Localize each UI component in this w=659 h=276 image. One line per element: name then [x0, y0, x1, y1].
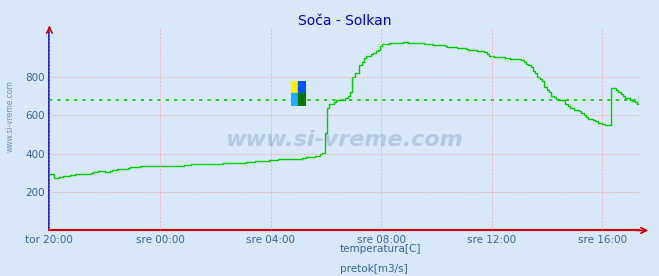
Bar	[299, 81, 306, 93]
Text: temperatura[C]: temperatura[C]	[340, 244, 422, 254]
Bar	[299, 93, 306, 105]
Bar	[291, 81, 299, 93]
Text: pretok[m3/s]: pretok[m3/s]	[340, 264, 408, 274]
Text: www.si-vreme.com: www.si-vreme.com	[5, 80, 14, 152]
Bar	[291, 93, 299, 105]
Text: www.si-vreme.com: www.si-vreme.com	[225, 130, 463, 150]
Title: Soča - Solkan: Soča - Solkan	[298, 14, 391, 28]
